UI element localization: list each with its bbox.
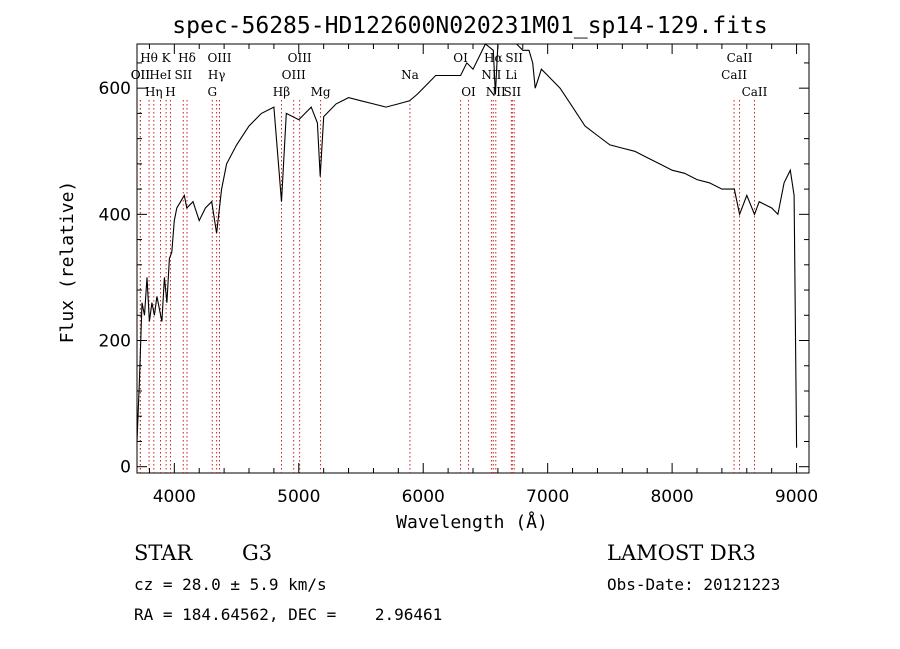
spectral-line-markers: [139, 100, 755, 473]
x-tick-label: 8000: [650, 487, 693, 507]
chart-title: spec-56285-HD122600N020231M01_sp14-129.f…: [172, 13, 767, 39]
line-marker-label: H: [165, 85, 175, 99]
line-marker-label: OI: [453, 51, 468, 65]
object-class: STAR: [134, 541, 193, 565]
survey-name: LAMOST DR3: [607, 541, 756, 565]
line-marker-label: G: [207, 85, 217, 99]
line-marker-label: Hβ: [273, 85, 290, 99]
line-marker-label: Hδ: [178, 51, 196, 65]
spectral-subclass: G3: [242, 541, 272, 565]
line-marker-label: Hθ: [140, 51, 158, 65]
line-marker-label: HeI: [149, 68, 172, 82]
x-tick-label: 6000: [402, 487, 445, 507]
y-tick-label: 400: [99, 205, 131, 225]
line-marker-label: NII: [481, 68, 501, 82]
x-axis-ticks: 4000 5000 6000 7000 8000 9000: [148, 44, 818, 507]
spectrum-line: [136, 43, 798, 448]
y-tick-label: 0: [120, 458, 131, 478]
x-tick-label: 5000: [277, 487, 320, 507]
line-marker-label: OII: [131, 68, 151, 82]
plot-frame: [136, 43, 810, 474]
line-marker-label: Li: [505, 68, 517, 82]
line-marker-label: CaII: [721, 68, 747, 82]
line-marker-label: OI: [461, 85, 476, 99]
x-tick-label: 4000: [153, 487, 196, 507]
y-axis-label: Flux (relative): [57, 181, 78, 344]
line-marker-label: Na: [401, 68, 419, 82]
y-tick-label: 200: [99, 332, 131, 352]
sky-coordinates: RA = 184.64562, DEC = 2.96461: [134, 605, 442, 624]
line-marker-label: SII: [503, 85, 521, 99]
line-marker-label: Mg: [311, 85, 331, 99]
x-tick-label: 9000: [775, 487, 818, 507]
line-marker-label: CaII: [742, 85, 768, 99]
x-tick-label: 7000: [526, 487, 569, 507]
line-marker-label: Hη: [145, 85, 163, 99]
y-axis-ticks: 0 200 400 600: [99, 62, 809, 478]
line-marker-label: SII: [505, 51, 523, 65]
line-marker-label: K: [162, 51, 172, 65]
observation-date: Obs-Date: 20121223: [607, 575, 780, 594]
line-marker-label: SII: [174, 68, 192, 82]
line-marker-label: OIII: [207, 51, 231, 65]
redshift-velocity: cz = 28.0 ± 5.9 km/s: [134, 575, 327, 594]
line-marker-label: OIII: [282, 68, 306, 82]
line-marker-label: OIII: [288, 51, 312, 65]
y-tick-label: 600: [99, 79, 131, 99]
line-marker-label: OII: [131, 68, 151, 82]
x-axis-label: Wavelength (Å): [396, 511, 548, 533]
line-marker-label: CaII: [727, 51, 753, 65]
line-marker-label: Hγ: [208, 68, 226, 82]
